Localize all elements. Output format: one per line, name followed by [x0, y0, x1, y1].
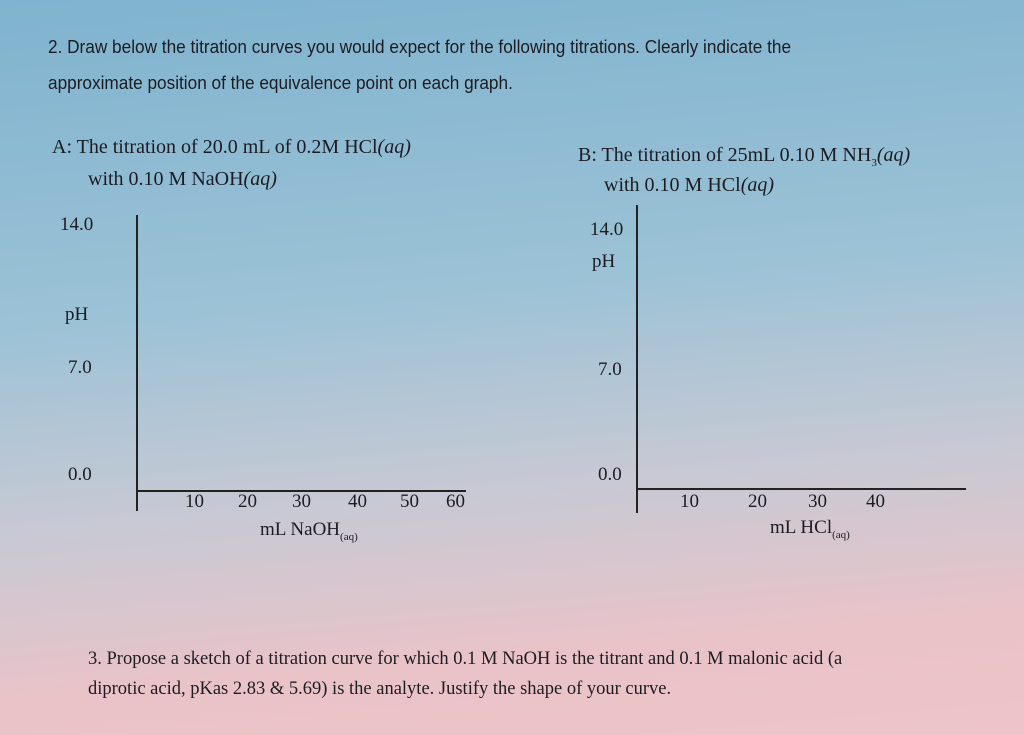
x-axis	[636, 488, 966, 490]
question-2-line: approximate position of the equivalence …	[48, 72, 513, 93]
x-tick-label: 20	[748, 491, 767, 512]
x-tick-label: 40	[866, 491, 885, 512]
graph-a-title: with 0.10 M NaOH(aq)	[88, 169, 277, 189]
text: with 0.10 M HCl	[604, 174, 741, 196]
question-3-line: diprotic acid, pKas 2.83 & 5.69) is the …	[88, 679, 672, 699]
y-axis	[636, 205, 638, 513]
x-tick-label: 20	[238, 491, 257, 512]
graph-a-title: A: The titration of 20.0 mL of 0.2M HCl(…	[52, 137, 411, 157]
x-tick-label: 30	[808, 491, 827, 512]
y-axis-label: pH	[65, 304, 89, 325]
x-tick-label: 40	[348, 491, 367, 512]
x-axis-label: mL HCl(aq)	[770, 518, 850, 541]
text: (aq)	[832, 528, 850, 541]
text: (aq)	[377, 136, 411, 158]
text: with 0.10 M NaOH	[88, 168, 244, 190]
y-axis-label: 7.0	[598, 359, 622, 380]
x-tick-label: 60	[446, 491, 465, 512]
y-axis-label: 14.0	[60, 214, 94, 235]
text: (aq)	[740, 174, 775, 196]
x-axis	[136, 490, 466, 492]
y-axis-label: pH	[592, 251, 616, 272]
x-tick-label: 10	[680, 491, 699, 512]
text: mL NaOH	[260, 519, 341, 540]
x-tick-label: 50	[400, 491, 419, 512]
text: A: The titration of 20.0 mL of 0.2M HCl	[52, 136, 378, 158]
graph-b-title: B: The titration of 25mL 0.10 M NH3(aq)	[578, 145, 910, 169]
y-axis-label: 0.0	[68, 464, 92, 485]
text: 3	[871, 157, 877, 169]
question-3-line: 3. Propose a sketch of a titration curve…	[88, 649, 843, 669]
question-2-line: 2. Draw below the titration curves you w…	[48, 36, 792, 57]
y-axis-label: 7.0	[68, 357, 92, 378]
text: (aq)	[876, 144, 911, 166]
text: (aq)	[340, 530, 358, 543]
text: mL HCl	[770, 517, 833, 538]
graph-b-title: with 0.10 M HCl(aq)	[604, 175, 774, 195]
y-axis-label: 14.0	[590, 219, 624, 240]
x-tick-label: 30	[292, 491, 311, 512]
x-axis-label: mL NaOH(aq)	[260, 520, 358, 543]
text: (aq)	[243, 168, 277, 190]
y-axis-label: 0.0	[598, 464, 622, 485]
y-axis	[136, 215, 138, 511]
text: B: The titration of 25mL 0.10 M NH	[578, 144, 872, 166]
x-tick-label: 10	[185, 491, 204, 512]
